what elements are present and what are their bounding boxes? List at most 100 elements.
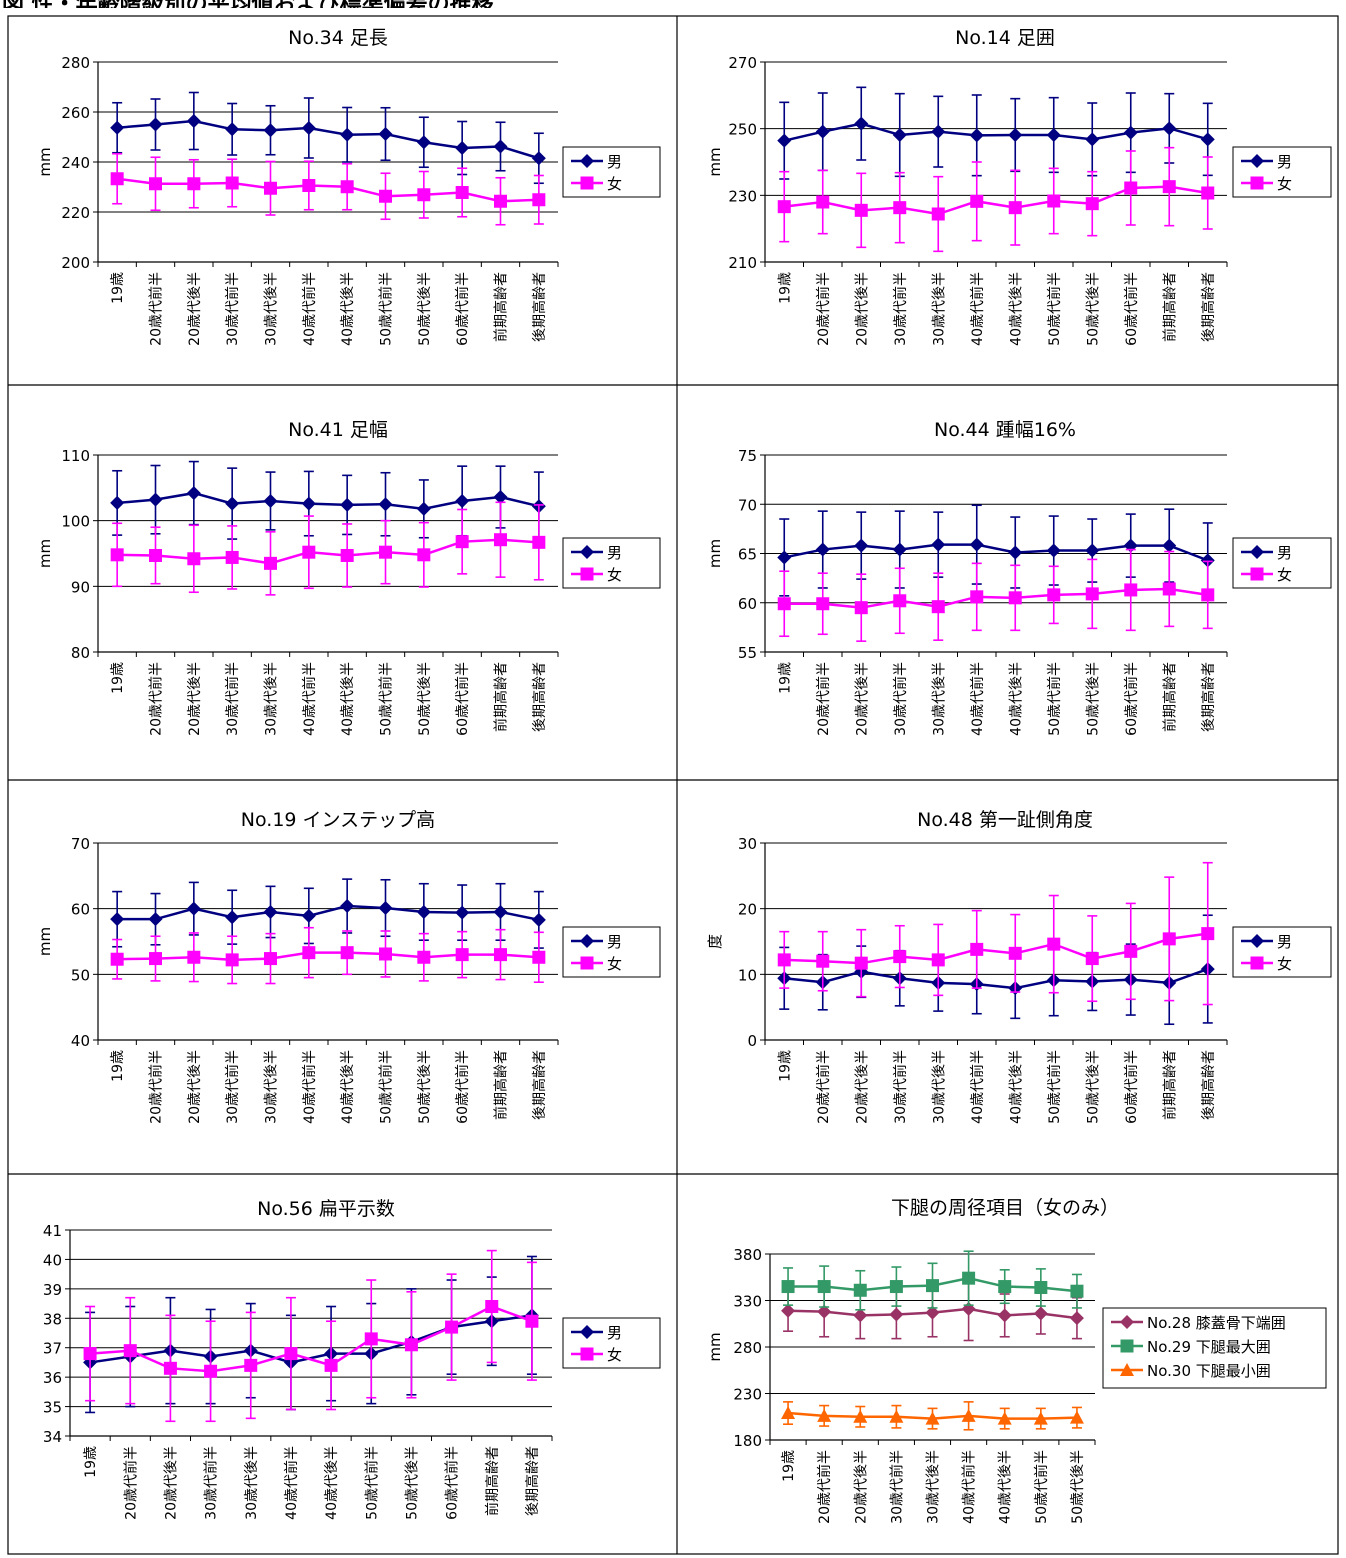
- x-tick-label: 40歳代前半: [301, 662, 318, 736]
- chart-title: 下腿の周径項目（女のみ）: [891, 1197, 1119, 1219]
- data-point: [340, 497, 355, 512]
- data-point: [1085, 952, 1099, 966]
- x-tick-label: 19歳: [777, 1050, 793, 1082]
- x-tick-label: 20歳代前半: [815, 272, 832, 346]
- y-axis-label: mm: [706, 539, 724, 568]
- data-point: [225, 176, 239, 190]
- chart-panel-3: No.41 足幅 80 90 100 110 19歳 20歳代前半 20歳代後半 30歳代前半 3…: [36, 419, 661, 736]
- y-tick-label: 0: [747, 1032, 757, 1050]
- x-tick-label: 後期高齢者: [1200, 272, 1217, 342]
- data-point: [1124, 583, 1138, 597]
- data-point: [404, 1338, 418, 1352]
- data-point: [1069, 1311, 1084, 1326]
- x-tick-label: 前期高齢者: [1161, 662, 1178, 732]
- x-tick-label: 30歳代後半: [264, 662, 280, 736]
- data-point: [931, 124, 946, 139]
- data-point: [340, 548, 354, 562]
- chart-panel-5: No.19 インステップ高 40 50 60 70 19歳 20歳代前半 20歳代後半 30歳代…: [36, 809, 661, 1124]
- data-point: [186, 901, 201, 916]
- legend-marker: [580, 934, 594, 948]
- data-point: [1047, 937, 1061, 951]
- x-tick-label: 19歳: [110, 1050, 126, 1082]
- data-point: [494, 533, 507, 547]
- x-tick-label: 50歳代後半: [417, 662, 433, 736]
- y-tick-label: 75: [738, 447, 757, 465]
- x-tick-label: 40歳代後半: [1008, 662, 1024, 736]
- data-point: [962, 1271, 976, 1285]
- legend: 男女: [562, 1317, 661, 1369]
- data-point: [225, 496, 240, 511]
- data-point: [83, 1347, 97, 1361]
- data-point: [853, 1409, 868, 1423]
- x-tick-label: 30歳代前半: [892, 1050, 909, 1124]
- x-tick-label: 40歳代後半: [1008, 272, 1024, 346]
- data-point: [532, 950, 546, 964]
- legend-marker: [580, 1347, 594, 1361]
- legend: 男女: [1232, 537, 1332, 589]
- x-tick-label: 40歳代前半: [283, 1446, 300, 1520]
- chart-title: No.56 扁平示数: [257, 1198, 395, 1220]
- data-point: [340, 180, 354, 194]
- y-tick-label: 39: [43, 1281, 62, 1299]
- data-point: [186, 486, 201, 501]
- data-point: [301, 908, 316, 923]
- data-point: [777, 550, 792, 565]
- data-point: [1124, 181, 1138, 195]
- chart-panel-6: No.48 第一趾側角度 0 10 20 30 19歳 20歳代前半 20歳代後半 30歳代前半…: [706, 809, 1332, 1124]
- data-point: [777, 133, 792, 148]
- x-tick-label: 50歳代前半: [1033, 1450, 1050, 1524]
- legend-marker: [580, 1325, 594, 1339]
- legend-label: 男: [607, 1324, 622, 1342]
- x-tick-label: 60歳代前半: [444, 1446, 461, 1520]
- data-point: [1033, 1411, 1048, 1425]
- data-point: [284, 1347, 298, 1361]
- legend-label: 女: [607, 175, 622, 193]
- x-tick-label: 30歳代後半: [931, 1050, 947, 1124]
- series-1: [83, 1255, 539, 1414]
- data-point: [110, 548, 124, 562]
- data-point: [149, 548, 162, 562]
- data-point: [816, 195, 830, 209]
- series-line: [783, 543, 1209, 562]
- legend-marker: [1120, 1339, 1134, 1353]
- data-point: [263, 493, 278, 508]
- data-point: [925, 1305, 940, 1320]
- x-tick-label: 30歳代前半: [224, 272, 241, 346]
- x-tick-label: 20歳代後半: [187, 272, 203, 346]
- chart-title: No.48 第一趾側角度: [917, 809, 1093, 831]
- data-point: [1124, 944, 1138, 958]
- legend-label: 女: [1277, 175, 1292, 193]
- x-tick-label: 19歳: [777, 272, 793, 304]
- legend-marker: [580, 176, 594, 190]
- data-point: [455, 493, 470, 508]
- data-point: [1200, 553, 1215, 568]
- x-tick-label: 20歳代後半: [163, 1446, 179, 1520]
- x-tick-label: 50歳代前半: [1046, 272, 1063, 346]
- y-tick-label: 220: [61, 204, 90, 222]
- chart-title: No.34 足長: [288, 27, 388, 49]
- data-point: [853, 1283, 867, 1297]
- data-point: [817, 1304, 832, 1319]
- data-point: [378, 497, 393, 512]
- data-point: [110, 912, 125, 927]
- legend-label: No.29 下腿最大囲: [1147, 1338, 1271, 1356]
- data-point: [416, 135, 431, 150]
- x-tick-label: 前期高齢者: [1161, 272, 1178, 342]
- data-point: [893, 594, 907, 608]
- x-tick-label: 40歳代後半: [340, 1050, 356, 1124]
- data-point: [187, 177, 201, 191]
- y-tick-label: 34: [43, 1428, 62, 1446]
- x-tick-label: 60歳代前半: [454, 272, 471, 346]
- page-heading: 図 性・年齢階級別の平均値および標準偏差の推移: [2, 0, 1342, 8]
- x-tick-label: 40歳代後半: [324, 1446, 340, 1520]
- data-point: [931, 600, 945, 614]
- data-point: [817, 1408, 832, 1422]
- legend: 男女: [562, 537, 661, 589]
- y-tick-label: 30: [738, 835, 757, 853]
- data-point: [816, 597, 830, 611]
- y-tick-label: 65: [738, 546, 757, 564]
- grid-frame: [7, 15, 1339, 1555]
- x-tick-label: 40歳代前半: [969, 272, 986, 346]
- y-axis-label: mm: [36, 147, 54, 176]
- data-point: [324, 1358, 338, 1372]
